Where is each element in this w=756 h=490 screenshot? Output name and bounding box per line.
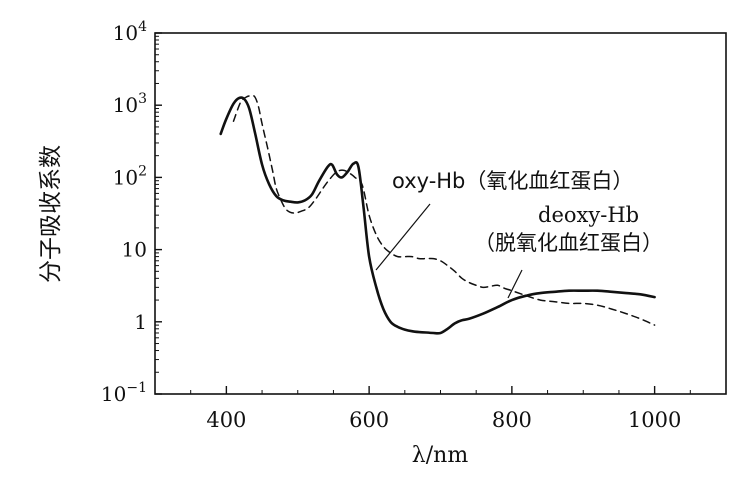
x-axis-label: λ/nm xyxy=(412,443,469,468)
x-tick-label: 1000 xyxy=(628,408,681,432)
y-tick-label: 10 xyxy=(122,238,147,262)
plot-frame xyxy=(154,32,727,395)
series-line-deoxy-hb xyxy=(232,94,656,326)
x-tick-label: 400 xyxy=(206,408,246,432)
x-tick-label: 600 xyxy=(349,408,389,432)
oxy-hb-annotation: oxy-Hb（氧化血红蛋白） xyxy=(392,169,633,193)
oxy-hb-leader-line xyxy=(375,203,431,271)
series-line-oxy-hb xyxy=(219,96,656,335)
y-axis-label: 分子吸收系数 xyxy=(38,145,64,283)
deoxy-hb-annotation-line2: （脱氧化血红蛋白） xyxy=(474,231,663,255)
y-tick-label: 10−1 xyxy=(101,380,147,406)
y-tick-label: 103 xyxy=(113,91,147,117)
y-tick-label: 1 xyxy=(134,310,147,334)
deoxy-hb-leader-line xyxy=(507,269,523,299)
deoxy-hb-annotation: deoxy-Hb xyxy=(538,203,639,227)
y-tick-label: 104 xyxy=(113,19,147,45)
y-tick-label: 102 xyxy=(113,163,147,189)
x-tick-label: 800 xyxy=(492,408,532,432)
